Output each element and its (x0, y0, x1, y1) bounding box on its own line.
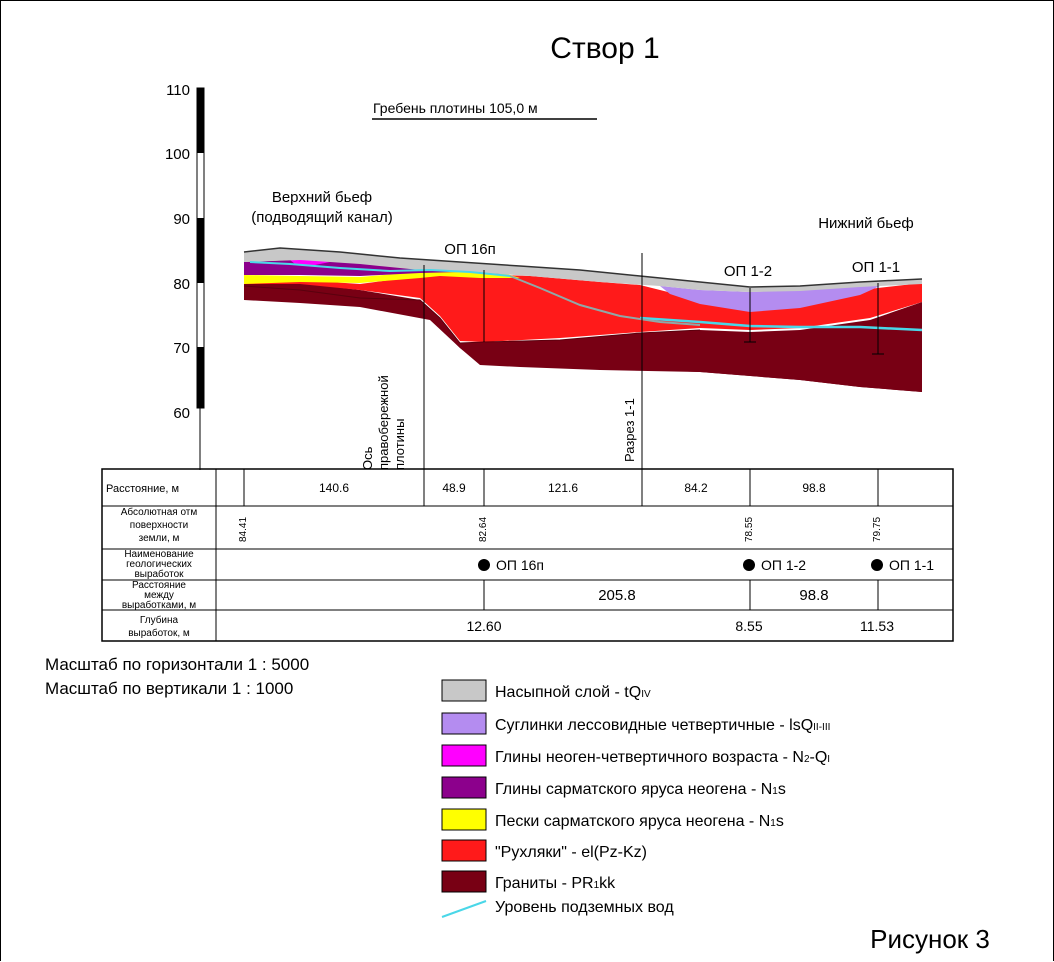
depth-value: 11.53 (860, 618, 894, 634)
borehole-label-op11: ОП 1-1 (852, 259, 900, 276)
depth-value: 8.55 (735, 618, 762, 634)
axis-ticks: 110 100 90 80 70 60 (165, 82, 190, 422)
svg-text:правобережной: правобережной (376, 375, 391, 470)
row-label-elev-2: поверхности (130, 520, 188, 531)
legend-swatch (441, 776, 487, 799)
crest-label: Гребень плотины 105,0 м (373, 100, 538, 116)
svg-text:Разрез 1-1: Разрез 1-1 (622, 398, 637, 462)
legend-label-loess: Суглинки лессовидные четвертичные - lsQI… (495, 717, 830, 734)
figure-number-label: Рисунок 3 (870, 924, 990, 954)
geological-layers (243, 247, 923, 392)
legend-label-groundwater: Уровень подземных вод (495, 899, 674, 916)
axis-tick-80: 80 (173, 276, 190, 293)
legend-label-neogene: Глины неоген-четвертичного возраста - N2… (495, 749, 830, 766)
horizontal-scale: Масштаб по горизонтали 1 : 5000 (45, 655, 309, 674)
legend: Насыпной слой - tQIV Суглинки лессовидны… (441, 679, 830, 918)
distance-value: 98.8 (802, 481, 826, 495)
upstream-label-line1: Верхний бьеф (272, 189, 372, 206)
groundwater-level (249, 261, 923, 332)
axis-tick-70: 70 (173, 340, 190, 357)
depth-value: 12.60 (466, 618, 501, 634)
borehole-dot (871, 559, 883, 571)
between-value: 205.8 (598, 587, 636, 604)
legend-label-sand: Пески сарматского яруса неогена - N1s (495, 813, 784, 830)
borehole-markers: ОП 16п ОП 1-2 ОП 1-1 (444, 241, 900, 355)
legend-groundwater-line (441, 900, 487, 918)
row-label-between-3: выработками, м (122, 599, 196, 611)
svg-text:плотины: плотины (392, 419, 407, 470)
row-label-between-2: между (144, 590, 174, 601)
row-label-names-3: выработок (134, 568, 184, 580)
borehole-name: ОП 1-1 (889, 557, 934, 573)
legend-label-sarmat-clay: Глины сарматского яруса неогена - N1s (495, 781, 786, 798)
elevation-value: 78.55 (744, 517, 755, 542)
distance-value: 84.2 (684, 481, 708, 495)
vertical-scale: Масштаб по вертикали 1 : 1000 (45, 679, 293, 698)
legend-label-fill: Насыпной слой - tQIV (495, 684, 651, 701)
row-label-names-2: геологических (126, 559, 192, 570)
legend-swatch (441, 808, 487, 831)
layer-loess (660, 286, 880, 312)
elevation-value: 84.41 (238, 517, 249, 542)
distance-value: 48.9 (442, 481, 466, 495)
row-label-elev-1: Абсолютная отм (121, 506, 198, 518)
row-label-distance: Расстояние, м (106, 483, 179, 495)
row-label-depth-1: Глубина (140, 614, 179, 626)
legend-swatch (441, 744, 487, 767)
distance-value: 140.6 (319, 481, 349, 495)
vertical-scale-bar (196, 87, 205, 470)
ground-surface (243, 247, 923, 288)
layer-granite-body (244, 280, 922, 392)
legend-label-rukhlyaki: "Рухляки" - el(Pz-Kz) (495, 844, 647, 861)
borehole-dot (743, 559, 755, 571)
row-label-elev-3: земли, м (139, 533, 180, 544)
distance-value: 121.6 (548, 481, 578, 495)
layer-sand (244, 270, 520, 284)
axis-tick-60: 60 (173, 405, 190, 422)
svg-text:Ось: Ось (360, 446, 375, 470)
section-label: Разрез 1-1 (622, 398, 637, 462)
borehole-name: ОП 1-2 (761, 557, 806, 573)
borehole-label-op16: ОП 16п (444, 241, 495, 258)
borehole-dot (478, 559, 490, 571)
figure-title: Створ 1 (550, 32, 659, 65)
row-label-between-1: Расстояние (132, 580, 186, 591)
axis-tick-110: 110 (166, 82, 190, 99)
axis-tick-100: 100 (165, 146, 190, 163)
legend-swatch (441, 839, 487, 862)
elevation-value: 79.75 (872, 517, 883, 542)
legend-swatch (441, 712, 487, 735)
upstream-label-line2: (подводящий канал) (251, 209, 392, 226)
data-table: Расстояние, м Абсолютная отм поверхности… (101, 468, 954, 642)
dam-axis-label: Ось правобережной плотины (360, 375, 407, 470)
borehole-name: ОП 16п (496, 557, 544, 573)
legend-swatch (441, 679, 487, 702)
legend-label-granite: Граниты - PR1kk (495, 875, 616, 892)
borehole-label-op12: ОП 1-2 (724, 263, 772, 280)
row-label-names-1: Наименование (124, 549, 194, 560)
legend-swatch (441, 870, 487, 893)
row-label-depth-2: выработок, м (128, 627, 190, 639)
downstream-label: Нижний бьеф (818, 215, 914, 232)
between-value: 98.8 (799, 587, 828, 604)
elevation-value: 82.64 (478, 517, 489, 542)
axis-tick-90: 90 (173, 211, 190, 228)
